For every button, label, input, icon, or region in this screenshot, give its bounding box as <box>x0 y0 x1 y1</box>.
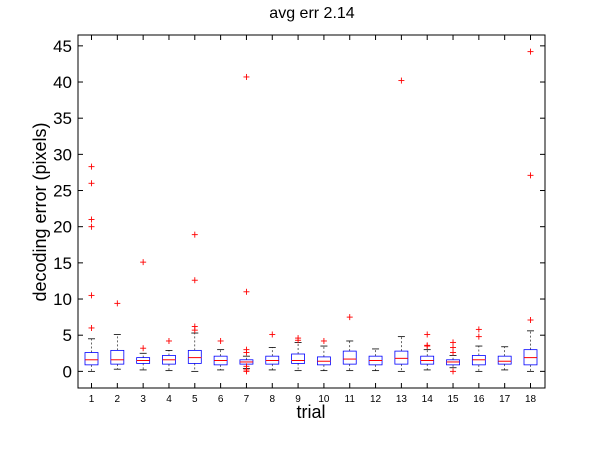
x-tick-label: 11 <box>345 394 356 405</box>
outlier-marker <box>450 349 457 356</box>
box-iqr <box>394 350 409 365</box>
x-tick-label: 5 <box>192 394 198 405</box>
x-tick-label: 2 <box>115 394 121 405</box>
box-13 <box>394 77 409 372</box>
x-tick-label: 9 <box>295 394 301 405</box>
x-axis-ticks: 1 2 3 4 5 6 7 8 9 10 11 12 13 14 15 16 17 18 <box>89 35 537 405</box>
outlier-marker <box>243 346 250 353</box>
outlier-marker <box>475 326 482 333</box>
y-tick-label: 40 <box>53 73 72 92</box>
box-iqr <box>497 355 512 365</box>
box-10 <box>317 337 331 372</box>
outlier-marker <box>450 344 457 351</box>
box-iqr <box>187 349 202 364</box>
y-tick-label: 45 <box>53 37 72 56</box>
outlier-marker <box>140 345 147 352</box>
outlier-marker <box>140 259 147 266</box>
outlier-marker <box>88 324 95 331</box>
y-tick-label: 35 <box>53 109 72 128</box>
y-tick-label: 5 <box>63 326 72 345</box>
box-iqr <box>84 352 99 366</box>
box-8 <box>265 331 280 371</box>
x-tick-label: 17 <box>499 394 511 405</box>
outlier-marker <box>191 277 198 284</box>
outlier-marker <box>191 231 198 238</box>
outlier-marker <box>88 216 95 223</box>
x-tick-label: 15 <box>447 394 459 405</box>
box-iqr <box>342 350 357 365</box>
outlier-marker <box>243 288 250 295</box>
box-9 <box>291 335 305 372</box>
box-18 <box>523 48 538 372</box>
box-17 <box>497 346 512 371</box>
box-16 <box>471 326 486 372</box>
x-tick-label: 10 <box>318 394 330 405</box>
box-4 <box>162 337 176 372</box>
box-6 <box>213 337 228 371</box>
y-tick-label: 10 <box>53 290 72 309</box>
box-14 <box>420 331 435 371</box>
outlier-marker <box>243 73 250 80</box>
outlier-marker <box>114 300 121 307</box>
outlier-marker <box>88 292 95 299</box>
x-tick-label: 1 <box>89 394 95 405</box>
outlier-marker <box>527 317 534 324</box>
x-axis-label: trial <box>296 402 325 422</box>
box-5 <box>187 231 202 372</box>
outlier-marker <box>88 180 95 187</box>
x-tick-label: 13 <box>396 394 408 405</box>
x-tick-label: 12 <box>370 394 382 405</box>
box-3 <box>136 259 151 371</box>
outlier-marker <box>217 337 224 344</box>
x-tick-label: 7 <box>244 394 250 405</box>
outlier-marker <box>475 333 482 340</box>
x-tick-label: 18 <box>525 394 537 405</box>
outlier-marker <box>346 314 353 321</box>
x-tick-label: 8 <box>269 394 275 405</box>
outlier-marker <box>88 163 95 170</box>
boxes-group <box>84 48 538 375</box>
outlier-marker <box>527 48 534 55</box>
x-tick-label: 16 <box>473 394 485 405</box>
outlier-marker <box>295 335 302 342</box>
outlier-marker <box>527 172 534 179</box>
y-axis-ticks: 0 5 10 15 20 25 30 35 40 45 <box>53 37 545 381</box>
outlier-marker <box>450 368 457 375</box>
box-iqr <box>291 353 305 364</box>
box-2 <box>110 300 125 370</box>
y-tick-label: 25 <box>53 182 72 201</box>
outlier-marker <box>165 337 172 344</box>
outlier-marker <box>88 223 95 230</box>
outlier-marker <box>398 77 405 84</box>
outlier-marker <box>450 339 457 346</box>
box-11 <box>342 314 357 372</box>
outlier-marker <box>243 363 250 370</box>
y-axis-label: decoding error (pixels) <box>30 122 50 301</box>
box-15 <box>446 339 460 375</box>
box-iqr <box>110 349 125 365</box>
y-tick-label: 20 <box>53 218 72 237</box>
outlier-marker <box>424 342 431 349</box>
box-7 <box>239 73 254 375</box>
x-tick-label: 4 <box>166 394 172 405</box>
outlier-marker <box>424 331 431 338</box>
outlier-marker <box>320 337 327 344</box>
box-12 <box>368 348 383 372</box>
x-tick-label: 3 <box>140 394 146 405</box>
plot-frame <box>77 34 546 389</box>
outlier-marker <box>191 323 198 330</box>
x-tick-label: 14 <box>422 394 434 405</box>
y-tick-label: 0 <box>63 362 72 381</box>
x-tick-label: 6 <box>218 394 224 405</box>
box-1 <box>84 163 99 372</box>
y-tick-label: 15 <box>53 254 72 273</box>
chart-title: avg err 2.14 <box>269 5 354 22</box>
y-tick-label: 30 <box>53 145 72 164</box>
outlier-marker <box>269 331 276 338</box>
